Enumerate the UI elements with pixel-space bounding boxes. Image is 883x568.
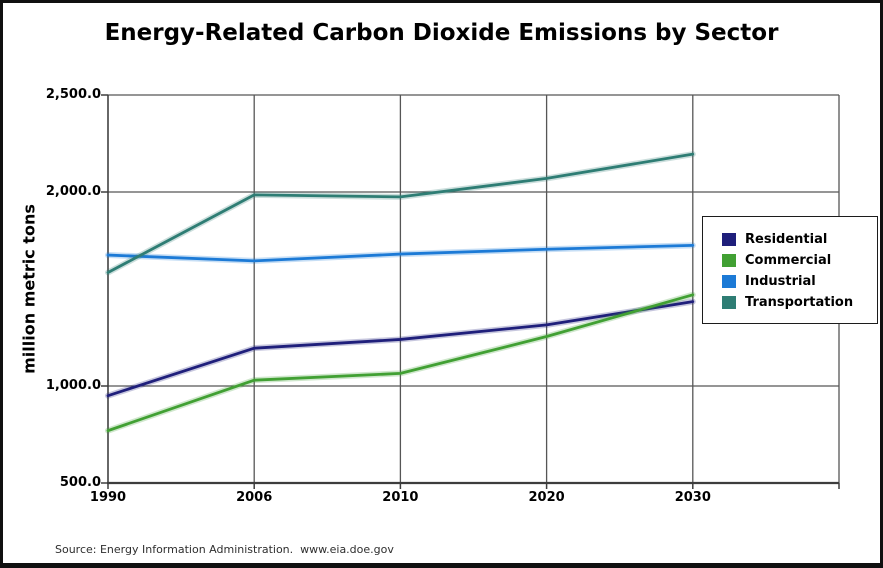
legend-label: Commercial <box>745 253 832 268</box>
legend-label: Industrial <box>745 274 816 289</box>
y-tick-label: 2,500.0 <box>45 87 101 102</box>
x-tick-label: 2006 <box>236 490 273 505</box>
x-tick-label: 2020 <box>528 490 565 505</box>
legend-item: Transportation <box>722 292 877 313</box>
legend-item: Industrial <box>722 271 877 292</box>
x-tick-label: 2030 <box>674 490 711 505</box>
y-tick-label: 2,000.0 <box>45 184 101 199</box>
legend-item: Residential <box>722 229 877 250</box>
series-line-transportation <box>106 152 695 274</box>
x-tick-label: 2010 <box>382 490 419 505</box>
chart-title: Energy-Related Carbon Dioxide Emissions … <box>104 20 779 46</box>
series-line-residential <box>106 300 695 398</box>
series-line-commercial <box>106 293 695 433</box>
legend-swatch-commercial <box>722 254 736 267</box>
y-tick-label: 1,000.0 <box>45 378 101 393</box>
source-note: Source: Energy Information Administratio… <box>55 543 394 556</box>
series-line-industrial <box>106 243 695 263</box>
legend-swatch-industrial <box>722 275 736 288</box>
legend-swatch-residential <box>722 233 736 246</box>
y-tick-label: 500.0 <box>59 475 101 490</box>
legend-label: Transportation <box>745 295 854 310</box>
chart-legend: Residential Commercial Industrial Transport… <box>702 216 878 324</box>
legend-swatch-transportation <box>722 296 736 309</box>
x-tick-label: 1990 <box>89 490 127 505</box>
legend-label: Residential <box>745 232 828 247</box>
legend-item: Commercial <box>722 250 877 271</box>
